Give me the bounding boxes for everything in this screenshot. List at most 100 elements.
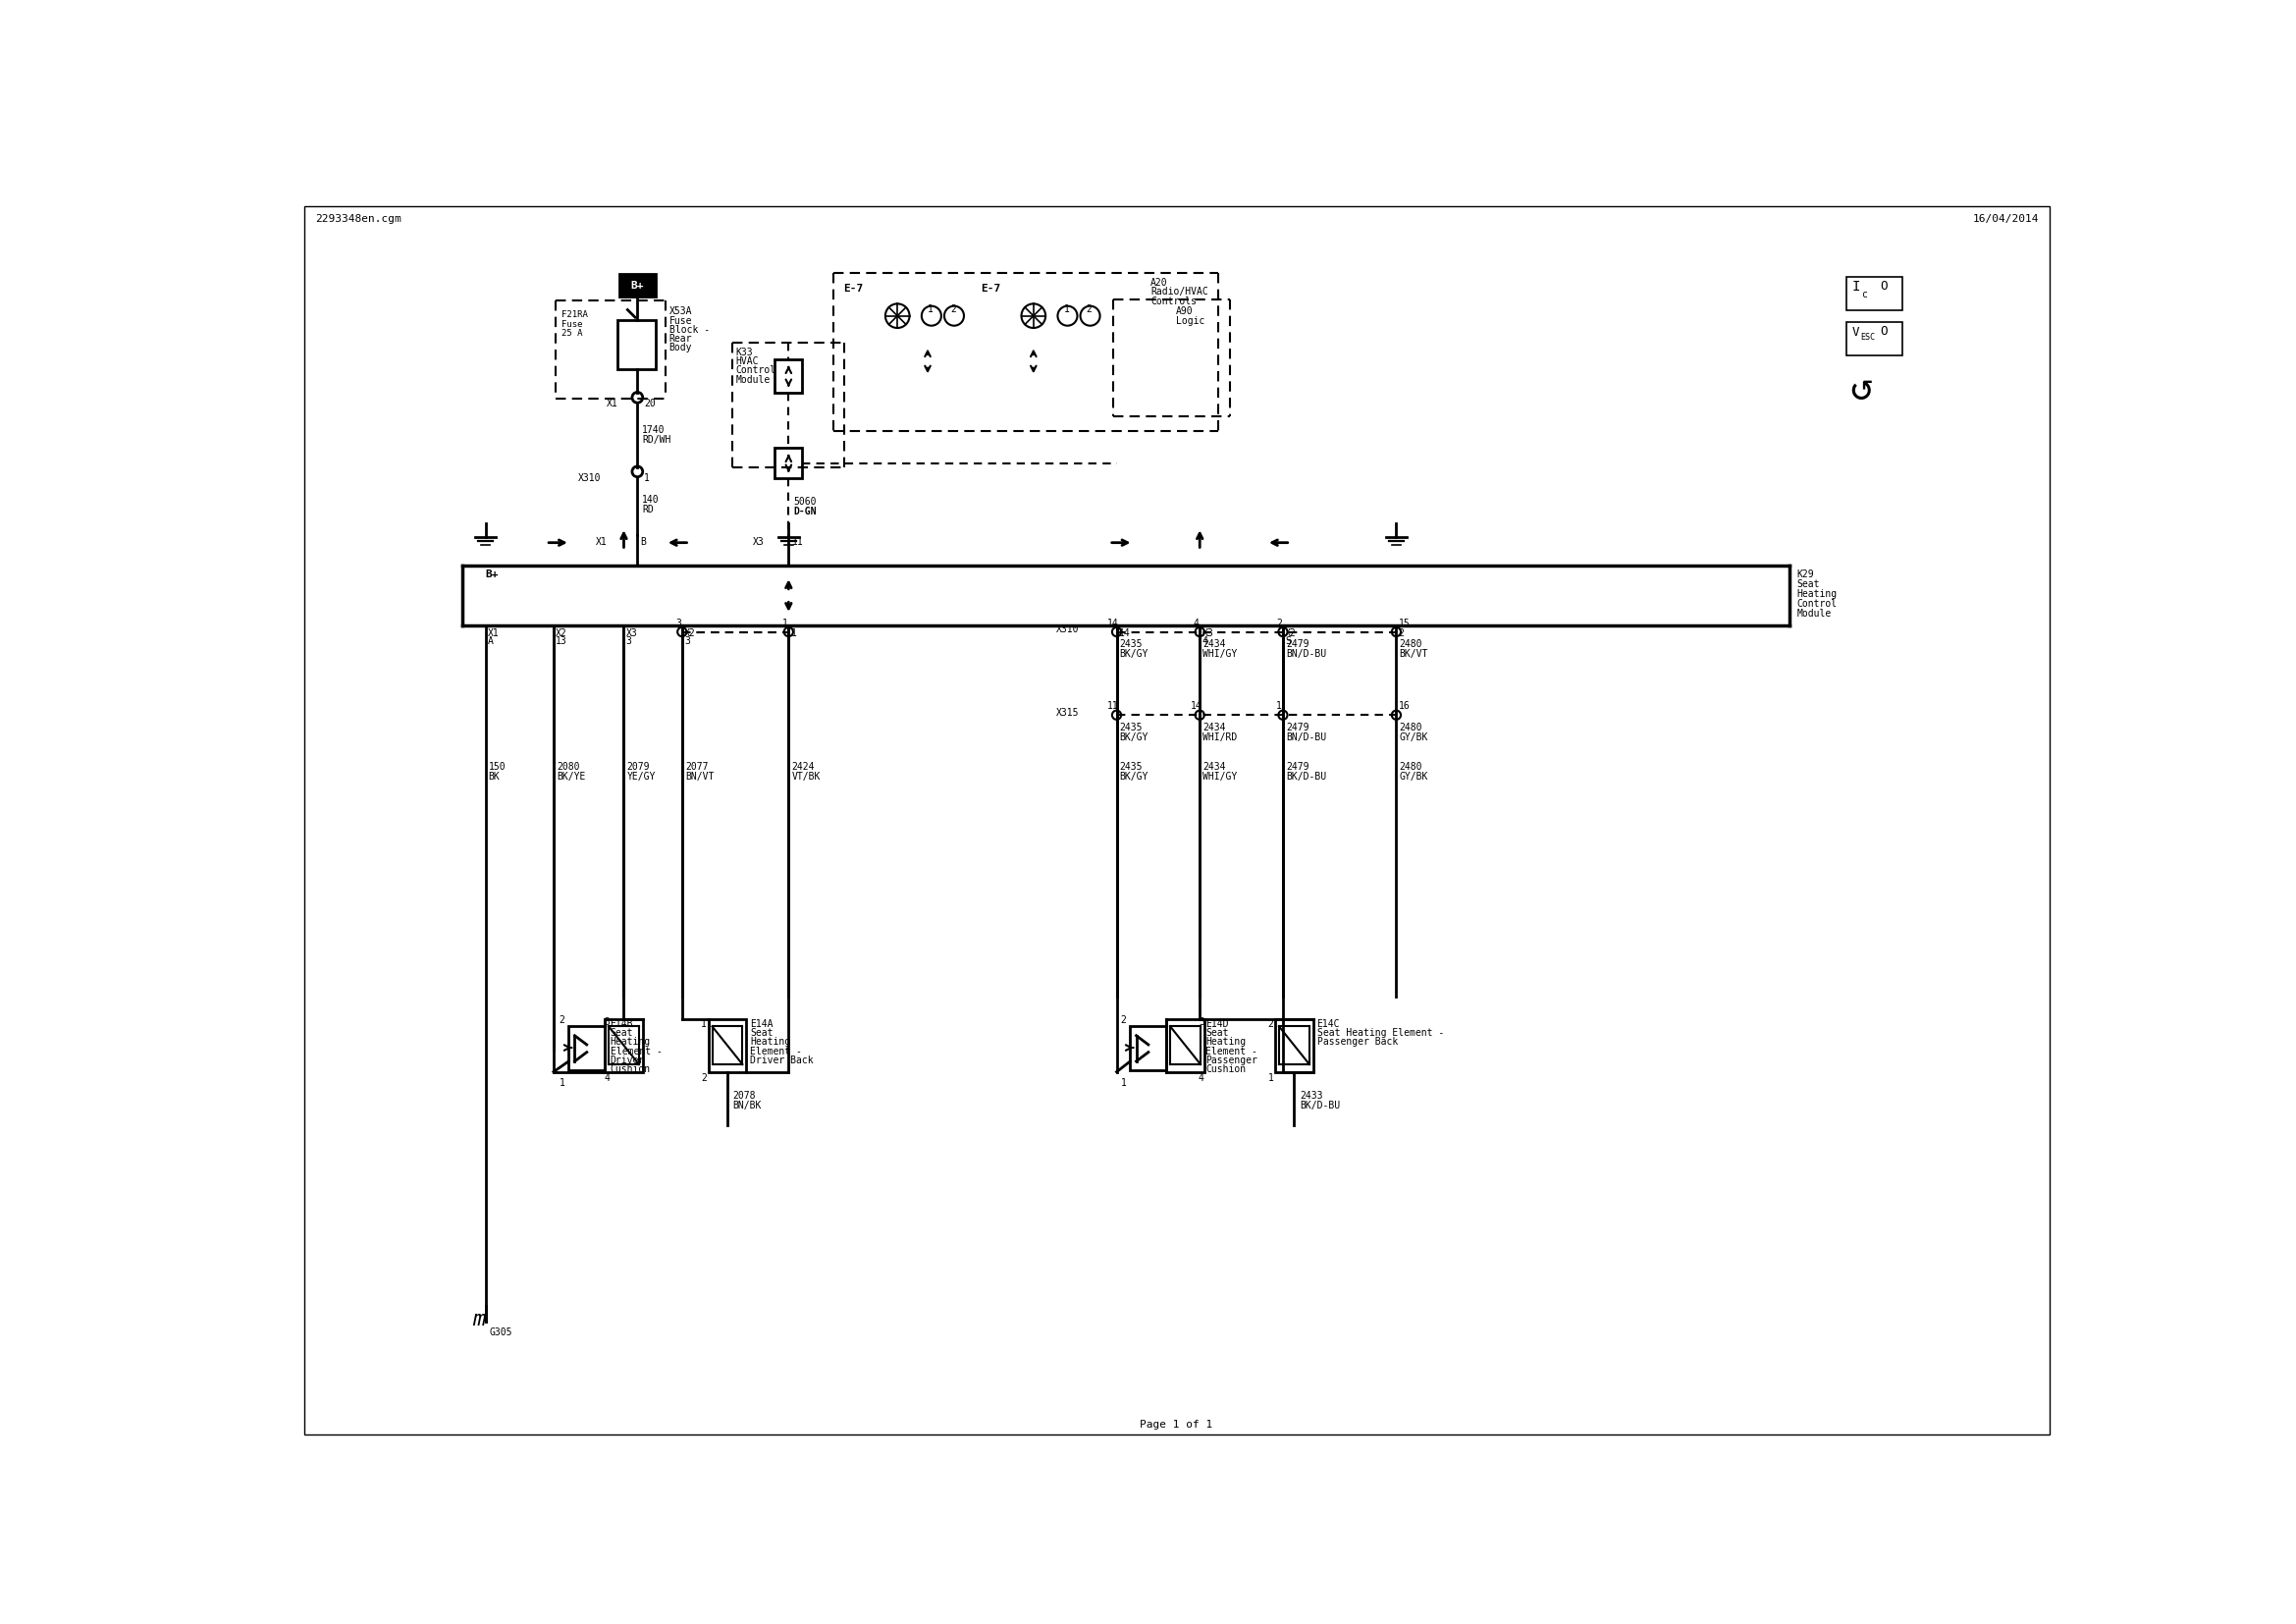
Text: BK/GY: BK/GY [1120, 650, 1148, 659]
Text: 25 A: 25 A [560, 328, 583, 338]
Text: BK/D-BU: BK/D-BU [1286, 771, 1327, 781]
Text: 2: 2 [700, 1073, 707, 1083]
Text: 11: 11 [792, 538, 804, 547]
Text: 2: 2 [1398, 628, 1405, 638]
Text: E14B: E14B [611, 1018, 634, 1028]
Text: F21RA: F21RA [560, 310, 588, 320]
Text: RD/WH: RD/WH [643, 435, 670, 445]
Text: V: V [1853, 326, 1860, 338]
Text: YE/GY: YE/GY [627, 771, 657, 781]
Text: 1: 1 [1063, 305, 1070, 315]
Text: B+: B+ [484, 568, 498, 578]
Text: BK/D-BU: BK/D-BU [1300, 1101, 1341, 1111]
Text: 2479: 2479 [1286, 762, 1309, 771]
Text: 3: 3 [604, 1018, 611, 1028]
Text: 2480: 2480 [1398, 723, 1421, 732]
Text: 1: 1 [790, 628, 797, 638]
Text: 2080: 2080 [556, 762, 579, 771]
Text: X1: X1 [487, 628, 498, 638]
Text: Body: Body [668, 343, 691, 352]
Text: 20: 20 [645, 400, 657, 409]
Text: 2480: 2480 [1398, 640, 1421, 650]
Text: Passenger Back: Passenger Back [1318, 1038, 1398, 1047]
Text: Heating: Heating [1798, 590, 1837, 599]
Text: E-7: E-7 [980, 284, 1001, 294]
Text: 3: 3 [627, 637, 631, 646]
Text: 1: 1 [1277, 702, 1281, 711]
Text: 15: 15 [1398, 619, 1410, 628]
Text: Cushion: Cushion [1205, 1064, 1247, 1073]
Text: Driver: Driver [611, 1056, 645, 1065]
Text: B+: B+ [631, 281, 645, 291]
Text: Fuse: Fuse [668, 315, 691, 326]
Text: Block -: Block - [668, 325, 709, 335]
Text: 2079: 2079 [627, 762, 650, 771]
Text: Passenger: Passenger [1205, 1056, 1258, 1065]
Text: 14: 14 [1189, 702, 1201, 711]
Text: Heating: Heating [611, 1038, 650, 1047]
Text: D-GN: D-GN [792, 507, 815, 516]
Text: BK/VT: BK/VT [1398, 650, 1428, 659]
Text: WHI/GY: WHI/GY [1203, 771, 1238, 781]
Text: X3: X3 [1203, 628, 1215, 638]
Text: O: O [1880, 325, 1887, 338]
Bar [709, 1018, 746, 1072]
Text: WHI/RD: WHI/RD [1203, 732, 1238, 742]
Text: X2: X2 [556, 628, 567, 638]
Text: Seat: Seat [751, 1028, 774, 1038]
Text: HVAC: HVAC [735, 357, 758, 367]
Text: GY/BK: GY/BK [1398, 771, 1428, 781]
Bar [620, 274, 657, 297]
Text: 2434: 2434 [1203, 640, 1226, 650]
Text: Rear: Rear [668, 335, 691, 344]
Text: X1: X1 [595, 538, 606, 547]
Bar [776, 448, 801, 479]
Text: 4: 4 [604, 1073, 611, 1083]
Text: S: S [1286, 637, 1290, 646]
Text: 2433: 2433 [1300, 1091, 1322, 1101]
Text: 5060: 5060 [792, 497, 815, 507]
Text: BK/YE: BK/YE [556, 771, 585, 781]
Text: Heating: Heating [1205, 1038, 1247, 1047]
Text: A90: A90 [1176, 307, 1194, 317]
Text: 4: 4 [1194, 619, 1199, 628]
Text: 2: 2 [951, 305, 955, 315]
Text: Logic: Logic [1176, 315, 1205, 326]
Text: BK/GY: BK/GY [1120, 771, 1148, 781]
Text: Element -: Element - [751, 1046, 801, 1056]
Bar [1846, 322, 1903, 356]
Text: 2480: 2480 [1398, 762, 1421, 771]
Text: A: A [487, 637, 494, 646]
Text: E14D: E14D [1205, 1018, 1228, 1028]
Text: 14: 14 [1107, 619, 1118, 628]
Text: E14C: E14C [1318, 1018, 1341, 1028]
Text: 3: 3 [675, 619, 682, 628]
Text: 2424: 2424 [792, 762, 815, 771]
Text: X53A: X53A [668, 307, 691, 317]
Text: 13: 13 [556, 637, 567, 646]
Text: BN/D-BU: BN/D-BU [1286, 650, 1327, 659]
Text: X2: X2 [684, 628, 696, 638]
Text: X310: X310 [1056, 624, 1079, 633]
Text: c: c [1862, 289, 1867, 299]
Text: BN/D-BU: BN/D-BU [1286, 732, 1327, 742]
Text: Seat: Seat [611, 1028, 634, 1038]
Text: X3: X3 [627, 628, 638, 638]
Text: 1: 1 [700, 1018, 707, 1028]
Bar [569, 1026, 604, 1070]
Text: O: O [1880, 279, 1887, 292]
Text: 3: 3 [684, 637, 691, 646]
Text: 1: 1 [645, 473, 650, 482]
Text: A20: A20 [1150, 278, 1169, 287]
Text: Element -: Element - [1205, 1046, 1258, 1056]
Text: 2434: 2434 [1203, 762, 1226, 771]
Text: Module: Module [1798, 609, 1832, 619]
Text: Element -: Element - [611, 1046, 661, 1056]
Text: 140: 140 [643, 495, 659, 505]
Text: 14: 14 [1118, 628, 1130, 638]
Text: 1: 1 [1267, 1073, 1274, 1083]
Text: Control: Control [1798, 599, 1837, 609]
Text: 2293348en.cgm: 2293348en.cgm [315, 214, 402, 224]
Text: 2: 2 [560, 1015, 565, 1025]
Text: 2479: 2479 [1286, 640, 1309, 650]
